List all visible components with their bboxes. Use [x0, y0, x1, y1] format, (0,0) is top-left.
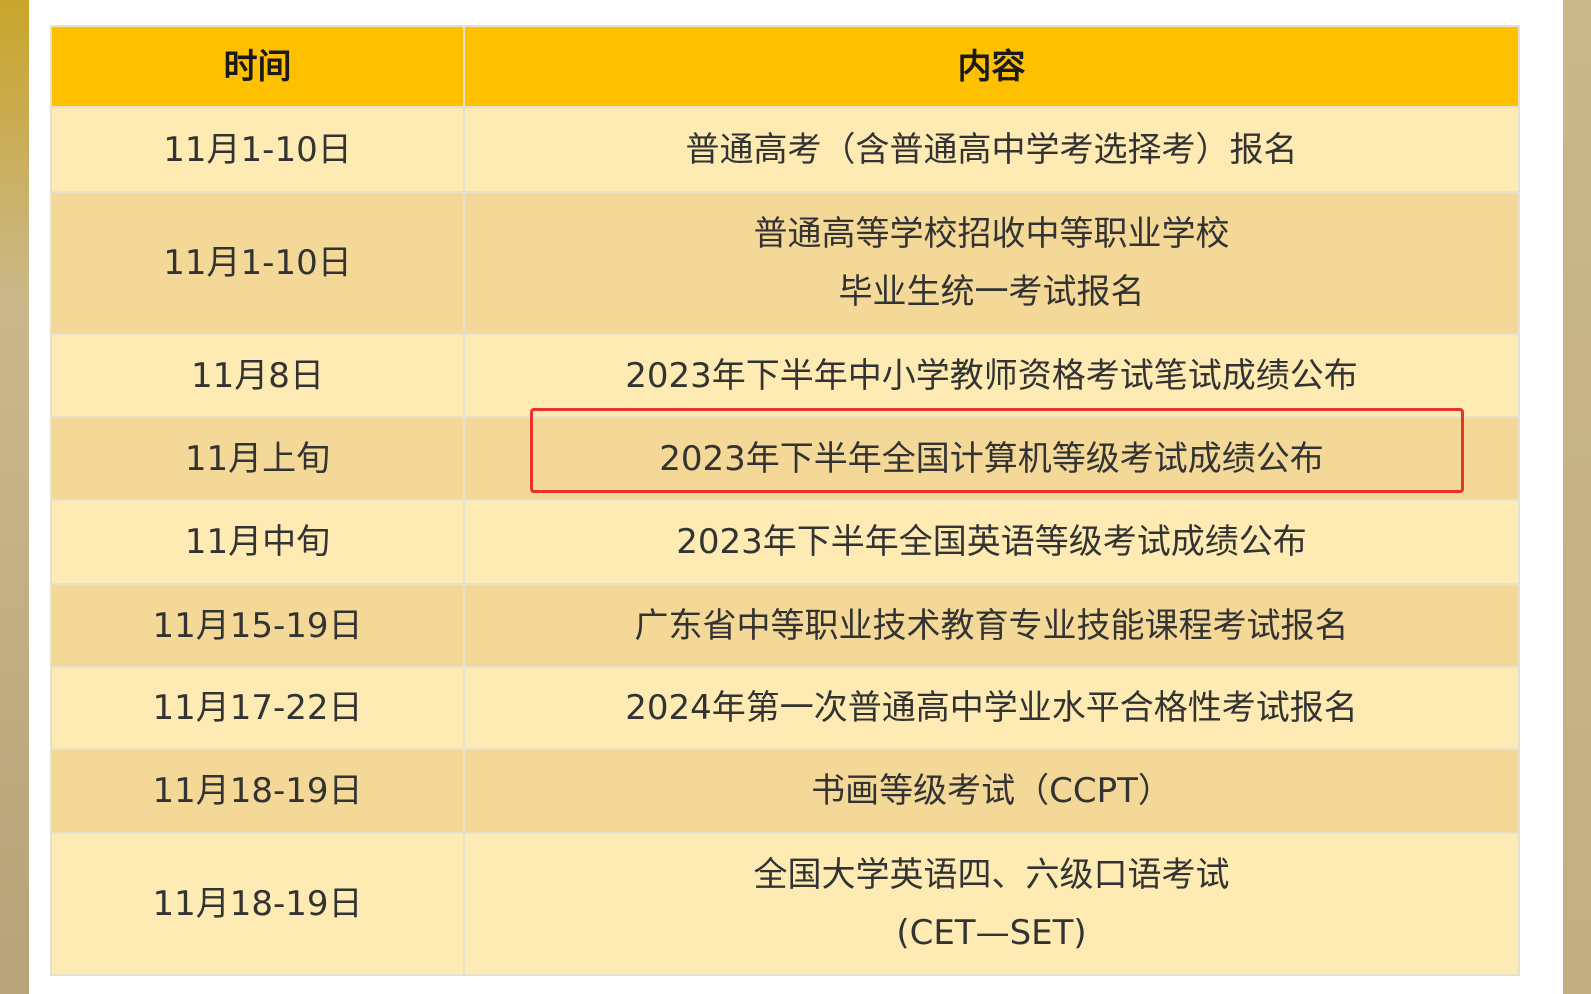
table-row: 11月18-19日 书画等级考试（CCPT） [50, 748, 1520, 834]
content-line: 2023年下半年中小学教师资格考试笔试成绩公布 [625, 355, 1358, 396]
time-cell: 11月17-22日 [50, 666, 465, 750]
content-line: 2023年下半年全国英语等级考试成绩公布 [676, 522, 1307, 562]
table-row: 11月1-10日 普通高考（含普通高中学考选择考）报名 [50, 106, 1520, 193]
content-line: 书画等级考试（CCPT） [811, 771, 1172, 811]
table-row: 11月上旬 2023年下半年全国计算机等级考试成绩公布 [50, 416, 1520, 501]
content-cell: 2024年第一次普通高中学业水平合格性考试报名 [463, 666, 1520, 750]
left-background-strip [0, 0, 29, 994]
content-cell: 书画等级考试（CCPT） [463, 748, 1520, 834]
content-line: 广东省中等职业技术教育专业技能课程考试报名 [634, 605, 1349, 646]
content-cell: 全国大学英语四、六级口语考试 (CET—SET) [463, 832, 1520, 976]
time-cell: 11月8日 [50, 333, 465, 418]
content-line: 普通高考（含普通高中学考选择考）报名 [685, 129, 1298, 170]
table-row: 11月17-22日 2024年第一次普通高中学业水平合格性考试报名 [50, 666, 1520, 750]
content-cell: 2023年下半年全国计算机等级考试成绩公布 [463, 416, 1520, 501]
table-row: 11月15-19日 广东省中等职业技术教育专业技能课程考试报名 [50, 583, 1520, 668]
time-cell: 11月1-10日 [50, 191, 465, 335]
content-line: 2023年下半年全国计算机等级考试成绩公布 [659, 438, 1324, 479]
content-line: 普通高等学校招收中等职业学校 [753, 214, 1230, 254]
right-background-strip [1563, 0, 1591, 994]
content-cell: 广东省中等职业技术教育专业技能课程考试报名 [463, 583, 1520, 668]
table-row: 11月中旬 2023年下半年全国英语等级考试成绩公布 [50, 499, 1520, 585]
header-time: 时间 [50, 25, 465, 108]
time-cell: 11月18-19日 [50, 832, 465, 976]
table-row: 11月8日 2023年下半年中小学教师资格考试笔试成绩公布 [50, 333, 1520, 418]
highlight-box [530, 408, 1464, 493]
time-cell: 11月上旬 [50, 416, 465, 501]
content-line: 全国大学英语四、六级口语考试 [753, 855, 1230, 895]
content-cell: 2023年下半年中小学教师资格考试笔试成绩公布 [463, 333, 1520, 418]
table-row: 11月18-19日 全国大学英语四、六级口语考试 (CET—SET) [50, 832, 1520, 976]
content-line: (CET—SET) [896, 913, 1087, 953]
table-header-row: 时间 内容 [50, 25, 1520, 108]
exam-schedule-table: 时间 内容 11月1-10日 普通高考（含普通高中学考选择考）报名 11月1-10日… [50, 25, 1520, 976]
time-cell: 11月1-10日 [50, 106, 465, 193]
content-cell: 普通高等学校招收中等职业学校 毕业生统一考试报名 [463, 191, 1520, 335]
time-cell: 11月18-19日 [50, 748, 465, 834]
table-row: 11月1-10日 普通高等学校招收中等职业学校 毕业生统一考试报名 [50, 191, 1520, 335]
time-cell: 11月15-19日 [50, 583, 465, 668]
header-content: 内容 [463, 25, 1520, 108]
content-cell: 2023年下半年全国英语等级考试成绩公布 [463, 499, 1520, 585]
time-cell: 11月中旬 [50, 499, 465, 585]
content-line: 2024年第一次普通高中学业水平合格性考试报名 [625, 688, 1358, 728]
content-line: 毕业生统一考试报名 [838, 272, 1145, 312]
content-cell: 普通高考（含普通高中学考选择考）报名 [463, 106, 1520, 193]
